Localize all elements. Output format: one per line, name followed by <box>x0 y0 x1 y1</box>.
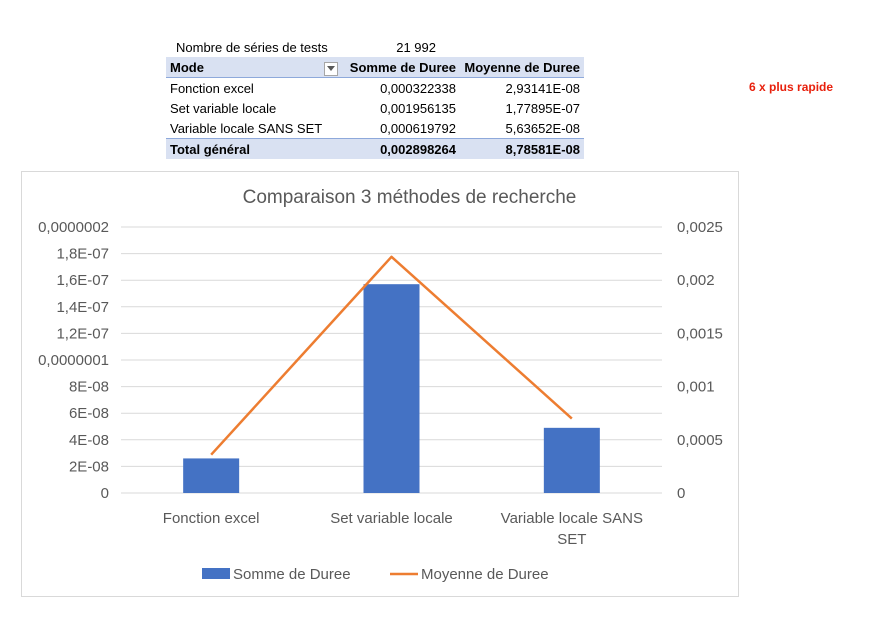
row-mode: Set variable locale <box>170 100 277 116</box>
combo-chart: Comparaison 3 méthodes de recherche 0 2E-0… <box>38 187 723 583</box>
total-label: Total général <box>170 141 250 157</box>
total-sum: 0,002898264 <box>380 141 456 157</box>
y-left-tick-label: 6E-08 <box>69 405 109 422</box>
mode-header: Mode <box>166 59 340 76</box>
y-left-tick-label: 1,8E-07 <box>56 246 109 263</box>
bar <box>363 284 420 493</box>
y-left-tick-label: 0,0000001 <box>38 352 109 369</box>
pivot-header-row: Mode Somme de Duree Moyenne de Duree <box>166 57 584 78</box>
y-right-tick-label: 0,001 <box>677 379 715 396</box>
y-left-tick-label: 0,0000002 <box>38 219 109 236</box>
y-right-tick-label: 0,0015 <box>677 325 723 342</box>
row-mode: Fonction excel <box>170 80 254 96</box>
y-left-tick-label: 1,6E-07 <box>56 272 109 289</box>
row-sum: 0,001956135 <box>380 100 456 116</box>
row-sum: 0,000322338 <box>380 80 456 96</box>
row-mode: Variable locale SANS SET <box>170 120 323 136</box>
y-right-tick-label: 0,002 <box>677 272 715 289</box>
row-sum: 0,000619792 <box>380 120 456 136</box>
y-right-tick-label: 0,0025 <box>677 219 723 236</box>
speed-note: 6 x plus rapide <box>749 80 834 94</box>
y-left-tick-label: 1,2E-07 <box>56 325 109 342</box>
row-avg: 5,63652E-08 <box>505 120 580 136</box>
tests-count-row: Nombre de séries de tests 21 992 <box>166 37 584 57</box>
pivot-table: Nombre de séries de tests 21 992 Mode So… <box>166 37 584 159</box>
y-left-tick-label: 4E-08 <box>69 432 109 449</box>
table-row: Variable locale SANS SET 0,000619792 5,6… <box>166 118 584 138</box>
table-row: Fonction excel 0,000322338 2,93141E-08 <box>166 78 584 98</box>
table-row: Set variable locale 0,001956135 1,77895E… <box>166 98 584 118</box>
line-series <box>210 255 573 456</box>
row-avg: 2,93141E-08 <box>505 80 580 96</box>
bar <box>543 427 600 493</box>
legend-bar-swatch <box>202 568 230 579</box>
filter-dropdown-icon[interactable] <box>324 61 338 76</box>
y-left-tick-label: 0 <box>101 485 109 502</box>
tests-count-value: 21 992 <box>396 39 436 55</box>
total-row: Total général 0,002898264 8,78581E-08 <box>166 138 584 159</box>
x-tick-label: Variable locale SANS SET <box>501 510 643 548</box>
x-tick-label: Set variable locale <box>330 510 453 527</box>
y-right-tick-label: 0 <box>677 485 685 502</box>
avg-header: Moyenne de Duree <box>464 59 580 75</box>
legend-bar-label: Somme de Duree <box>233 566 351 583</box>
sum-header: Somme de Duree <box>349 59 456 75</box>
bar <box>183 458 240 493</box>
mode-header-label: Mode <box>170 59 204 75</box>
total-avg: 8,78581E-08 <box>505 141 580 157</box>
y-right-tick-label: 0,0005 <box>677 432 723 449</box>
legend-line-label: Moyenne de Duree <box>421 566 549 583</box>
chart-area[interactable]: Comparaison 3 méthodes de recherche 0 2E-0… <box>21 171 739 597</box>
x-tick-label: Fonction excel <box>163 510 260 527</box>
row-avg: 1,77895E-07 <box>505 100 580 116</box>
y-left-tick-label: 2E-08 <box>69 458 109 475</box>
tests-count-label: Nombre de séries de tests <box>176 39 328 55</box>
y-left-tick-label: 1,4E-07 <box>56 299 109 316</box>
chart-title: Comparaison 3 méthodes de recherche <box>243 187 577 208</box>
y-left-tick-label: 8E-08 <box>69 379 109 396</box>
